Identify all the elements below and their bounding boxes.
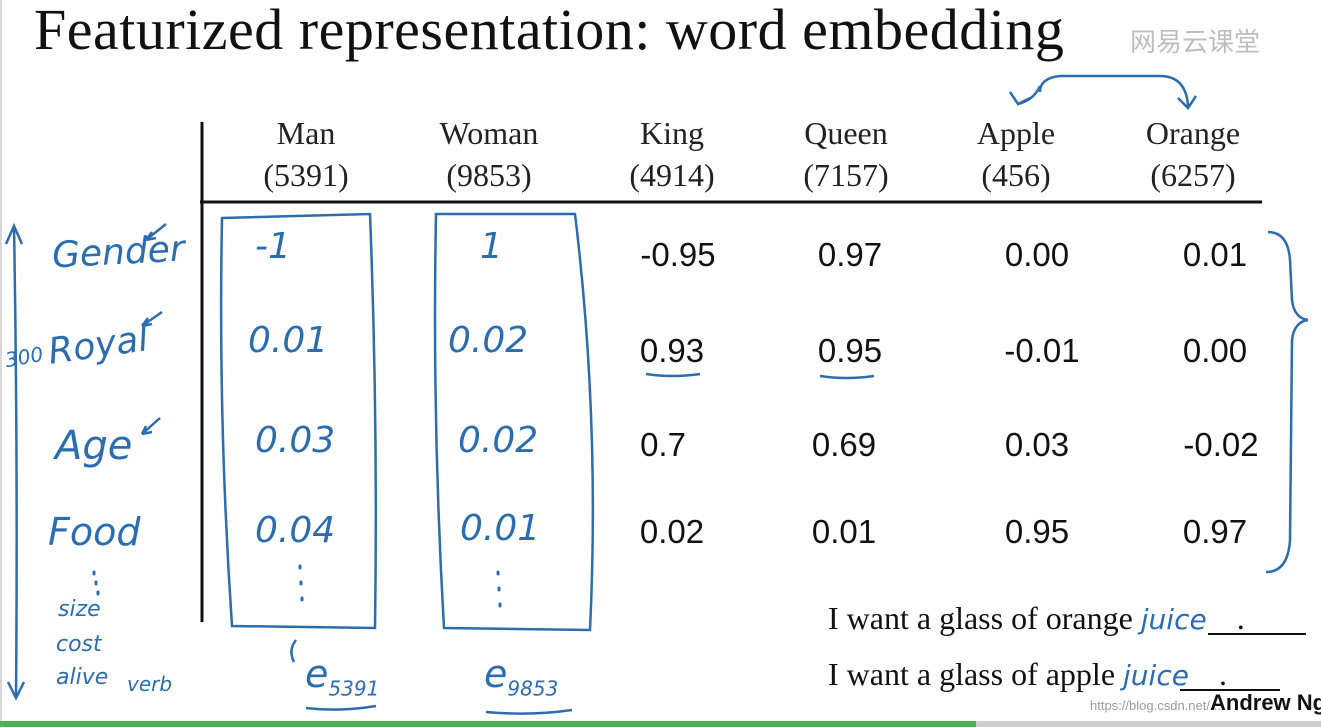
value-orange-age: -0.02 — [1183, 426, 1259, 463]
feature-label-size: size — [58, 597, 101, 622]
value-queen-royal: 0.95 — [817, 332, 883, 369]
sentence-apple: I want a glass of apple juice. — [828, 656, 1227, 693]
column-index: (5391) — [263, 157, 349, 193]
feature-label-age: Age — [55, 423, 133, 469]
column-header-man: Man (5391) — [226, 112, 386, 196]
royal-arrow-icon — [141, 310, 163, 328]
feature-label-alive: alive — [56, 665, 109, 690]
column-header-king: King (4914) — [592, 112, 752, 196]
woman-ellipsis — [496, 570, 502, 608]
man-value-royal: 0.01 — [248, 320, 329, 361]
embedding-label-man: e5391 — [305, 652, 379, 701]
value-king-gender: -0.95 — [640, 236, 716, 273]
value-queen-food: 0.01 — [811, 513, 877, 550]
column-header-queen: Queen (7157) — [766, 112, 926, 196]
feature-ellipsis — [92, 570, 100, 596]
man-value-food: 0.04 — [255, 510, 336, 551]
value-orange-food: 0.97 — [1182, 513, 1248, 550]
value-apple-gender: 0.00 — [1004, 236, 1070, 273]
man-value-gender: -1 — [255, 226, 291, 267]
column-index: (456) — [981, 157, 1051, 193]
column-index: (7157) — [803, 157, 889, 193]
column-header-apple: Apple (456) — [936, 112, 1096, 196]
watermark-logo: 网易云课堂 — [1130, 28, 1261, 58]
woman-value-gender: 1 — [480, 226, 503, 267]
underline-e-man — [305, 704, 377, 711]
column-word: Woman — [439, 115, 539, 151]
apple-arrow-icon — [1008, 91, 1031, 106]
value-orange-royal: 0.00 — [1182, 332, 1248, 369]
column-header-orange: Orange (6257) — [1113, 112, 1273, 196]
right-brace — [1265, 230, 1309, 574]
sentence-orange: I want a glass of orange juice. — [828, 600, 1245, 637]
column-word: King — [640, 115, 704, 151]
period: . — [1236, 600, 1245, 636]
e-subscript: 9853 — [507, 676, 559, 701]
column-word: Queen — [804, 115, 888, 151]
orange-arrow-icon — [1177, 95, 1198, 110]
column-word: Man — [276, 115, 336, 151]
embedding-label-woman: e9853 — [484, 652, 558, 701]
link-arc — [1038, 74, 1190, 107]
paren-mark — [290, 639, 298, 663]
underline-queen-royal — [819, 374, 875, 380]
age-arrow-icon — [140, 417, 161, 436]
woman-value-age: 0.02 — [458, 420, 539, 461]
period: . — [1219, 656, 1228, 692]
woman-vector-box — [433, 212, 595, 632]
blank-word: juice — [1123, 659, 1189, 692]
author-name: Andrew Ng — [1210, 690, 1321, 715]
e-subscript: 5391 — [328, 676, 380, 701]
underline-e-woman — [485, 708, 573, 715]
blank-word: juice — [1140, 603, 1207, 636]
value-king-royal: 0.93 — [639, 332, 705, 369]
column-index: (4914) — [629, 157, 715, 193]
e-letter: e — [305, 652, 329, 696]
value-orange-gender: 0.01 — [1182, 236, 1248, 273]
woman-value-food: 0.01 — [460, 508, 541, 549]
feature-label-food: Food — [48, 510, 141, 554]
blog-url: https://blog.csdn.net/... — [1090, 698, 1221, 713]
dimension-axis-line — [12, 225, 18, 697]
sentence-text: I want a glass of orange — [828, 600, 1133, 636]
e-letter: e — [484, 652, 508, 696]
dimension-arrow-up-icon — [4, 222, 24, 245]
woman-value-royal: 0.02 — [448, 320, 529, 361]
value-queen-age: 0.69 — [811, 426, 877, 463]
feature-label-cost: cost — [56, 632, 102, 657]
dimension-arrow-down-icon — [6, 681, 26, 701]
sentence-text: I want a glass of apple — [828, 656, 1116, 692]
value-king-food: 0.02 — [639, 513, 705, 550]
progress-bar-track — [976, 721, 1321, 727]
column-header-woman: Woman (9853) — [409, 112, 569, 196]
column-word: Apple — [976, 115, 1056, 151]
value-apple-age: 0.03 — [1004, 426, 1070, 463]
underline-king-royal — [645, 372, 701, 378]
man-value-age: 0.03 — [255, 420, 336, 461]
value-king-age: 0.7 — [640, 426, 686, 463]
value-apple-food: 0.95 — [1004, 513, 1070, 550]
value-apple-royal: -0.01 — [1004, 332, 1080, 369]
slide-title: Featurized representation: word embeddin… — [34, 0, 1065, 62]
value-queen-gender: 0.97 — [817, 236, 883, 273]
man-vector-box — [219, 212, 378, 630]
gender-arrow-icon — [145, 223, 167, 242]
progress-bar-fill — [0, 721, 976, 727]
feature-label-verb: verb — [127, 672, 173, 696]
left-edge — [0, 0, 2, 727]
column-index: (9853) — [446, 157, 532, 193]
column-word: Orange — [1145, 115, 1241, 151]
column-index: (6257) — [1150, 157, 1236, 193]
man-ellipsis — [298, 564, 304, 602]
